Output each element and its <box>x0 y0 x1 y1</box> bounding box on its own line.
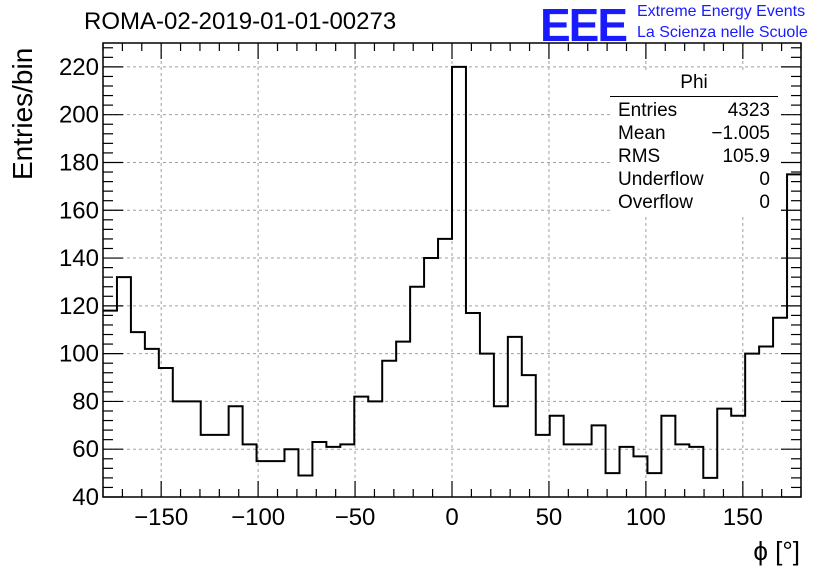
stats-value: 4323 <box>727 100 770 121</box>
histogram-bin <box>229 406 243 497</box>
histogram-bin <box>480 354 494 497</box>
y-tick-label: 100 <box>59 341 99 368</box>
histogram-bin <box>117 277 131 497</box>
histogram-series-line <box>103 65 801 479</box>
stats-box: Phi Entries 4323 Mean −1.005 RMS 105.9 U… <box>610 72 778 214</box>
eee-logo: EEE <box>540 0 628 51</box>
histogram-bin <box>243 444 257 497</box>
y-axis-ticks: 40 60 80 100 120 140 160 180 200 220 <box>59 47 801 511</box>
y-tick-label: 60 <box>72 436 99 463</box>
histogram-bin <box>592 425 606 497</box>
histogram-bin <box>536 435 550 497</box>
stats-row-rms: RMS 105.9 <box>610 145 778 168</box>
logo-line-2: La Scienza nelle Scuole <box>637 24 808 41</box>
histogram-bin <box>340 444 354 497</box>
histogram-bin <box>452 67 466 497</box>
y-tick-label: 200 <box>59 102 99 129</box>
histogram-bin <box>578 444 592 497</box>
histogram-bin <box>717 409 731 497</box>
logo-line-1: Extreme Energy Events <box>637 3 806 20</box>
histogram-bin <box>424 258 438 497</box>
stats-row-mean: Mean −1.005 <box>610 122 778 145</box>
histogram-bin <box>103 311 117 497</box>
stats-label: Mean <box>618 123 666 144</box>
y-tick-label: 160 <box>59 197 99 224</box>
stats-value: −1.005 <box>711 123 770 144</box>
y-tick-label: 180 <box>59 149 99 176</box>
stats-row-underflow: Underflow 0 <box>610 168 778 191</box>
y-axis-label: Entries/bin <box>7 48 38 180</box>
histogram-bin <box>759 346 773 497</box>
y-tick-label: 40 <box>72 484 99 511</box>
histogram-bin <box>466 313 480 497</box>
y-tick-label: 140 <box>59 245 99 272</box>
histogram-bin <box>215 435 229 497</box>
histogram-bin <box>522 375 536 497</box>
histogram-bin <box>689 447 703 497</box>
x-tick-label: 50 <box>536 504 563 531</box>
stats-row-overflow: Overflow 0 <box>610 191 778 214</box>
x-tick-label: 150 <box>723 504 763 531</box>
y-tick-label: 120 <box>59 293 99 320</box>
x-tick-label: −100 <box>231 504 285 531</box>
stats-value: 105.9 <box>722 146 770 167</box>
x-tick-label: 100 <box>626 504 666 531</box>
stats-value: 0 <box>759 169 770 190</box>
histogram-bin <box>773 318 787 497</box>
histogram-bin <box>564 444 578 497</box>
histogram-bin <box>354 397 368 497</box>
x-axis-ticks: −150 −100 −50 0 50 100 150 <box>102 43 802 531</box>
histogram-bin <box>647 473 661 497</box>
stats-header: Phi <box>610 72 778 97</box>
x-tick-label: −150 <box>134 504 188 531</box>
histogram-bin <box>508 337 522 497</box>
chart-title: ROMA-02-2019-01-01-00273 <box>84 8 397 35</box>
histogram-bin <box>703 478 717 497</box>
y-tick-label: 80 <box>72 388 99 415</box>
histogram-bin <box>201 435 215 497</box>
histogram-bin <box>312 442 326 497</box>
histogram-bin <box>131 332 145 497</box>
stats-label: Underflow <box>618 169 704 190</box>
stats-label: Overflow <box>618 192 693 213</box>
histogram-bin <box>550 416 564 497</box>
histogram-bin <box>410 287 424 497</box>
histogram-bin <box>661 416 675 497</box>
histogram-bin <box>173 401 187 497</box>
stats-label: RMS <box>618 146 661 167</box>
stats-label: Entries <box>618 100 678 121</box>
histogram-bin <box>745 354 759 497</box>
histogram-bin <box>145 349 159 497</box>
stats-row-entries: Entries 4323 <box>610 99 778 122</box>
x-axis-label: ϕ [°] <box>753 536 800 566</box>
histogram-bin <box>438 239 452 497</box>
histogram-bin <box>382 361 396 497</box>
x-tick-label: 0 <box>445 504 458 531</box>
histogram-bin <box>326 447 340 497</box>
x-tick-label: −50 <box>335 504 376 531</box>
histogram-bin <box>396 342 410 497</box>
histogram-bin <box>675 444 689 497</box>
stats-value: 0 <box>759 192 770 213</box>
histogram-bin <box>298 475 312 497</box>
histogram-bin <box>494 406 508 497</box>
y-tick-label: 220 <box>59 54 99 81</box>
